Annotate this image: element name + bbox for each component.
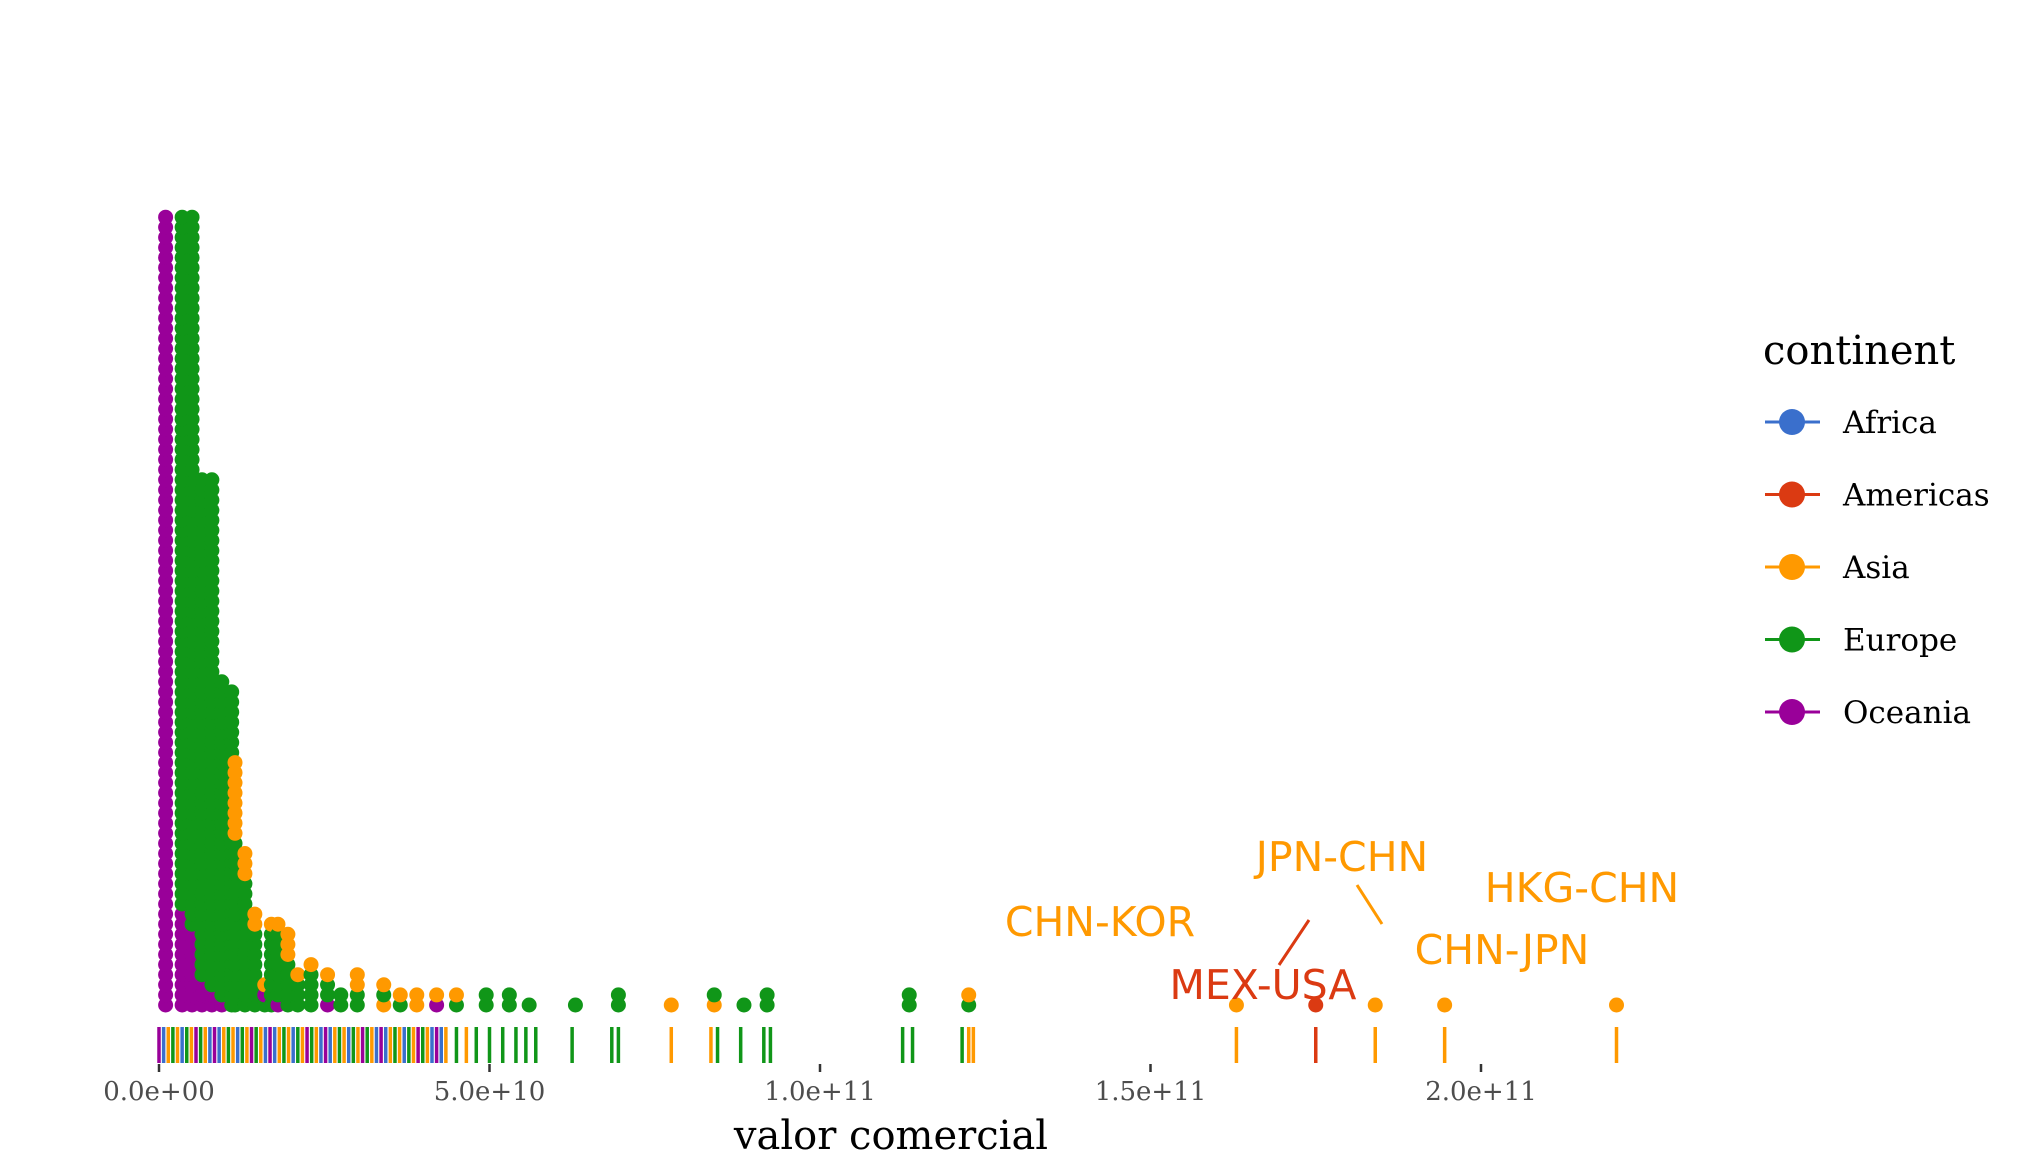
dot-asia: [409, 987, 425, 1003]
dot-europe: [333, 987, 349, 1003]
annotation-label: CHN-JPN: [1415, 926, 1590, 974]
x-tick-label: 1.0e+11: [764, 1077, 876, 1107]
x-axis: 0.0e+00 5.0e+10 1.0e+11 1.5e+11 2.0e+11: [103, 1064, 1537, 1107]
legend-key-dot: [1779, 409, 1805, 435]
x-tick-label: 2.0e+11: [1425, 1077, 1537, 1107]
dot-europe: [610, 987, 626, 1003]
dot-europe: [567, 997, 583, 1013]
annotation-leader-line: [1277, 919, 1311, 966]
x-tick-label: 5.0e+10: [434, 1077, 546, 1107]
rug-layer: [157, 1027, 1619, 1063]
annotation-label: HKG-CHN: [1485, 864, 1679, 912]
dot-europe: [901, 987, 917, 1003]
dot-asia: [247, 906, 263, 922]
dot-europe: [501, 987, 517, 1003]
dot-asia: [280, 926, 296, 942]
legend-key-dot: [1779, 481, 1805, 508]
dot-asia: [1228, 997, 1244, 1013]
dot-asia: [227, 755, 243, 771]
dot-asia: [290, 967, 306, 983]
dot-asia: [961, 987, 977, 1003]
dot-europe: [736, 997, 752, 1013]
legend-key-dot: [1779, 626, 1805, 653]
dot-asia: [448, 987, 464, 1003]
x-tick-label: 1.5e+11: [1095, 1077, 1207, 1107]
annotation-layer: CHN-KOR MEX-USA JPN-CHN CHN-JPN HKG-CHN: [1005, 833, 1679, 1009]
dot-asia: [429, 987, 445, 1003]
annotation-label: CHN-KOR: [1005, 898, 1195, 946]
legend-label-americas: Americas: [1842, 478, 1990, 514]
dot-europe: [224, 684, 240, 700]
legend-label-asia: Asia: [1842, 550, 1910, 586]
legend-key-dot: [1779, 699, 1805, 725]
dot-europe: [706, 987, 722, 1003]
legend: continent Africa Americas Asia Europe Oceani…: [1763, 328, 1990, 731]
legend-label-oceania: Oceania: [1843, 695, 1971, 731]
dot-europe: [478, 987, 494, 1003]
dot-europe: [521, 997, 537, 1013]
legend-title: continent: [1763, 328, 1955, 374]
legend-key-dot: [1779, 554, 1805, 580]
dot-asia: [320, 967, 336, 983]
dot-asia: [270, 916, 286, 932]
dot-asia: [303, 957, 319, 973]
dot-asia: [376, 977, 392, 993]
dot-europe: [759, 987, 775, 1003]
annotation-label: MEX-USA: [1170, 961, 1357, 1009]
dots-layer: [158, 209, 1625, 1013]
dot-oceania: [158, 209, 174, 225]
dot-asia: [1609, 997, 1625, 1013]
legend-label-africa: Africa: [1842, 405, 1937, 441]
dot-asia: [237, 846, 253, 861]
x-tick-label: 0.0e+00: [103, 1077, 215, 1107]
x-axis-title: valor comercial: [733, 1113, 1048, 1159]
dot-europe: [184, 209, 200, 225]
dot-asia: [1437, 997, 1453, 1013]
dot-asia: [1367, 997, 1383, 1013]
dot-asia: [392, 987, 408, 1003]
dot-europe: [204, 472, 220, 488]
dot-americas: [1308, 997, 1324, 1013]
dot-europe: [214, 674, 230, 690]
dot-asia: [663, 997, 679, 1013]
annotation-label: JPN-CHN: [1253, 833, 1428, 881]
dot-asia: [349, 967, 365, 983]
legend-label-europe: Europe: [1843, 623, 1957, 659]
annotation-leader-line: [1355, 884, 1384, 925]
